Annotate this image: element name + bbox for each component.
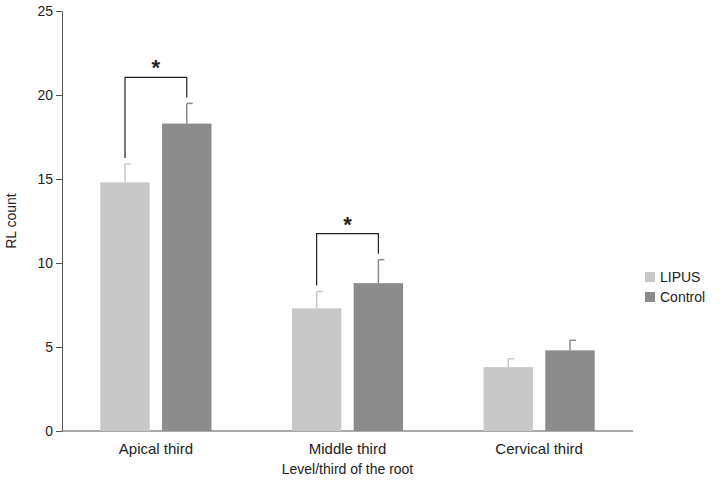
legend-label: Control: [660, 289, 705, 305]
error-bar-cap: [508, 358, 514, 360]
error-bar: [317, 292, 323, 309]
legend-swatch: [645, 292, 655, 302]
error-bar-cap: [317, 291, 323, 293]
x-tick-label: Middle third: [309, 440, 387, 457]
error-bar-stem: [569, 340, 571, 350]
error-bar-stem: [316, 292, 318, 309]
y-axis-title: RL count: [3, 193, 19, 249]
bar: [354, 283, 403, 431]
y-tick: 15: [37, 171, 62, 187]
y-axis-line: [62, 12, 63, 432]
y-tick: 10: [37, 255, 62, 271]
significance: *: [125, 55, 187, 157]
plot-area: [100, 103, 594, 431]
significance-bracket: [317, 234, 379, 286]
error-bar-stem: [186, 103, 188, 123]
x-axis: Apical third Middle third Cervical third: [62, 431, 633, 457]
legend-item: LIPUS: [645, 269, 700, 285]
error-bar-stem: [507, 359, 509, 367]
error-bar-cap: [378, 259, 384, 261]
y-tick-label: 10: [37, 255, 53, 271]
bar: [162, 124, 211, 431]
x-tick-label: Apical third: [119, 440, 193, 457]
y-axis: 0 5 10 15 20 25: [37, 3, 62, 439]
x-tick: Cervical third: [495, 440, 583, 457]
legend-item: Control: [645, 289, 705, 305]
legend: LIPUS Control: [645, 269, 705, 305]
error-bar: [508, 359, 514, 367]
y-tick-mark: [56, 179, 62, 180]
x-tick-label: Cervical third: [495, 440, 583, 457]
error-bar-stem: [124, 164, 126, 182]
significance: *: [317, 212, 379, 286]
legend-label: LIPUS: [660, 269, 700, 285]
y-tick-label: 5: [45, 339, 53, 355]
bar: [100, 182, 149, 431]
error-bar-cap: [125, 163, 131, 165]
y-tick: 5: [45, 339, 62, 355]
y-tick-mark: [56, 95, 62, 96]
error-bar-cap: [187, 103, 193, 105]
y-tick: 0: [45, 423, 62, 439]
y-tick-label: 20: [37, 87, 53, 103]
error-bar-stem: [378, 260, 380, 284]
error-bar: [125, 164, 131, 182]
legend-swatch: [645, 272, 655, 282]
y-tick-label: 15: [37, 171, 53, 187]
y-tick-mark: [56, 263, 62, 264]
significance-label: *: [152, 55, 161, 80]
y-tick-mark: [56, 431, 62, 432]
x-tick: Apical third: [119, 440, 193, 457]
y-tick-mark: [56, 347, 62, 348]
x-tick: Middle third: [309, 440, 387, 457]
error-bar-cap: [570, 340, 576, 342]
y-tick: 25: [37, 3, 62, 19]
significance-bracket: [125, 77, 187, 157]
bar: [484, 367, 533, 431]
chart: 0 5 10 15 20 25 Apical third Middle third Cervic…: [0, 0, 725, 494]
y-tick-mark: [56, 11, 62, 12]
significance-label: *: [343, 212, 352, 237]
y-tick-label: 25: [37, 3, 53, 19]
error-bar: [378, 260, 384, 284]
series: [162, 103, 595, 431]
y-tick-label: 0: [45, 423, 53, 439]
error-bar: [570, 340, 576, 350]
y-tick: 20: [37, 87, 62, 103]
bar: [545, 350, 594, 431]
x-axis-title: Level/third of the root: [282, 461, 414, 477]
error-bar: [187, 103, 193, 123]
bar: [292, 308, 341, 431]
